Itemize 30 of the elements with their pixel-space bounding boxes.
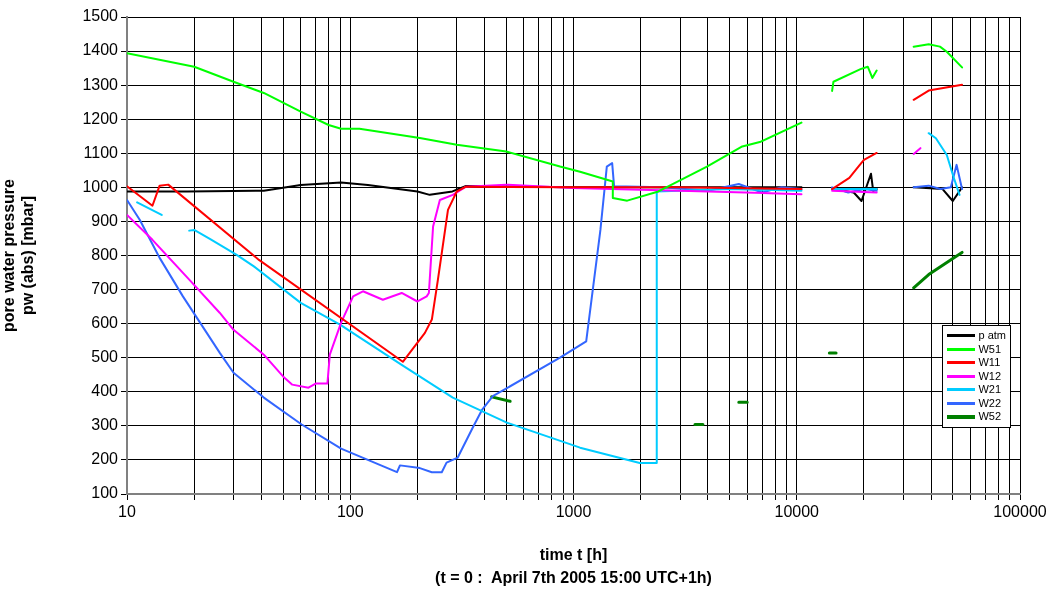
y-axis-title: pore water pressure pw (abs) [mbar]: [0, 178, 37, 332]
y-tick-label: 500: [91, 348, 119, 366]
x-tick-label: 1000: [555, 503, 592, 521]
x-tick-label: 100000: [993, 503, 1047, 521]
x-tick-label: 10000: [774, 503, 820, 521]
y-tick-label: 900: [91, 211, 119, 229]
x-tick-label: 100: [336, 503, 364, 521]
y-tick-label: 300: [91, 416, 119, 434]
y-tick-label: 700: [91, 279, 119, 297]
y-tick-label: 400: [91, 382, 119, 400]
text: (t = 0 : April 7th 2005 15:00 UTC+1h): [435, 569, 712, 586]
legend-label: W21: [978, 383, 1002, 397]
y-tick-label: 600: [91, 314, 119, 332]
legend-label: W22: [978, 396, 1002, 410]
legend-label: W11: [978, 356, 1001, 370]
legend-label: W12: [978, 369, 1002, 383]
y-tick-label: 1400: [82, 41, 119, 59]
x-tick-label: 10: [118, 503, 136, 521]
y-tick-label: 1200: [82, 109, 119, 127]
x-axis-title: time t [h]: [539, 545, 608, 563]
y-tick-label: 1500: [82, 7, 119, 25]
y-tick-label: 1000: [82, 177, 119, 195]
legend-label: p atm: [978, 329, 1006, 343]
y-tick-label: 1100: [83, 143, 119, 161]
y-tick-label: 100: [91, 484, 119, 502]
legend-label: W51: [978, 342, 1002, 356]
y-tick-label: 800: [91, 245, 119, 263]
y-tick-label: 1300: [82, 75, 119, 93]
y-tick-label: 200: [91, 450, 119, 468]
legend-label: W52: [978, 410, 1002, 424]
